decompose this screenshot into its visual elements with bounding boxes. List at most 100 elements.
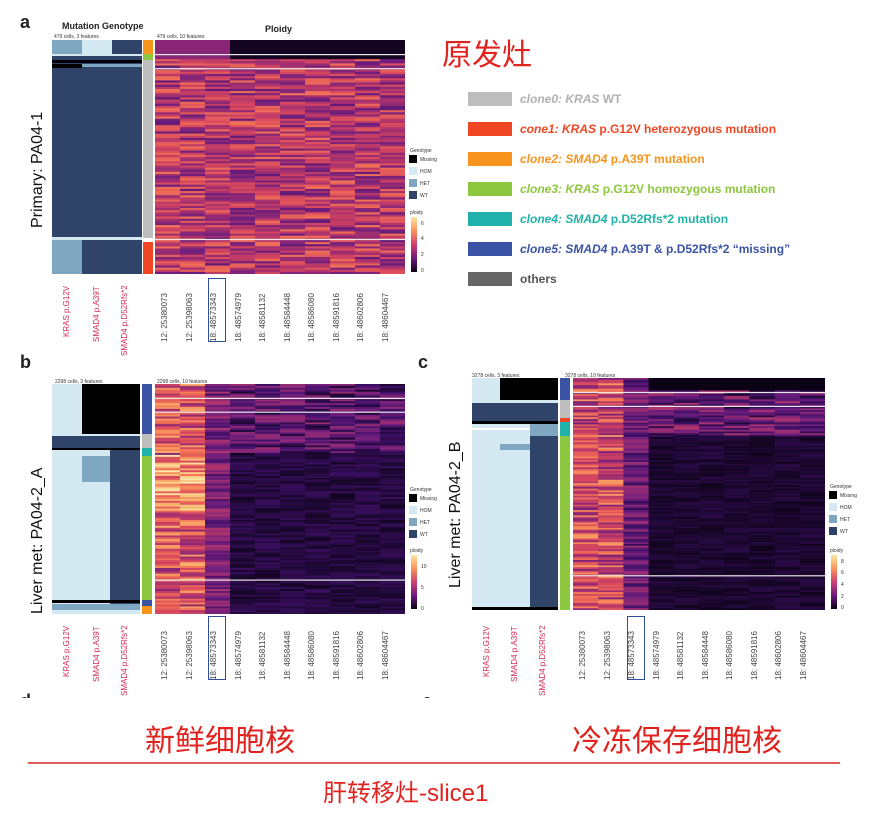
het-swatch [829,515,837,523]
clone-swatch [468,152,512,166]
genotype-note: 2298 cells, 3 features [55,379,103,385]
col-label-smad4-a39t: SMAD4 p.A39T [92,286,101,342]
highlight-box-b [208,616,226,680]
ploidy-colorbar [831,555,837,609]
col-label-smad4-a39t: SMAD4 p.A39T [92,626,101,682]
clone-swatch [468,272,512,286]
ploidy-colorbar [411,555,417,609]
genotype-title: Mutation Genotype [62,21,144,31]
ploidy-col-label: 18: 48591816 [749,631,759,680]
panel-letter-b: b [20,352,31,372]
scale-tick: 2 [421,252,424,258]
col-label-smad4-d52: SMAD4 p.D52Rfs*2 [538,625,547,696]
missing-label: Missing [420,157,437,163]
ploidy-col-label: 18: 48602806 [356,631,365,680]
hom-label: HOM [420,169,432,175]
wt-swatch [829,527,837,535]
clone-swatch [468,242,512,256]
ploidy-col-label: 18: 48602806 [774,631,783,680]
ploidy-col-label: 18: 48604467 [798,631,808,680]
scale-tick: 4 [421,236,424,242]
ploidy-title: Ploidy [265,24,293,34]
row-label-primary: Primary: PA04-1 [29,111,46,228]
clone-label: clone5: SMAD4 p.A39T & p.D52Rfs*2 “missi… [520,242,791,256]
scale-tick: 10 [421,564,427,570]
col-label-smad4-d52: SMAD4 p.D52Rfs*2 [120,285,129,356]
scale-tick: 8 [841,559,844,565]
panel-letter-d: d [20,688,31,698]
clone-legend-item: clone0: KRAS WT [468,92,621,106]
scale-tick: 6 [841,570,844,576]
genotype-heatmap-c [472,378,558,610]
clone-swatch [468,92,512,106]
het-swatch [409,179,417,187]
ploidy-note: 479 cells, 10 features [157,34,205,40]
ploidy-col-label: 12: 25398063 [184,293,194,342]
scale-tick: 2 [841,594,844,600]
ploidy-note: 2298 cells, 10 features [157,379,208,385]
ploidy-col-label: 18: 48574979 [233,293,243,342]
het-label: HET [840,517,850,523]
clone-label: others [520,272,557,286]
hom-swatch [829,503,837,511]
hom-swatch [409,167,417,175]
ploidy-col-label: 12: 25398063 [184,631,194,680]
missing-swatch [409,494,417,502]
ploidy-colorbar [411,217,417,272]
wt-label: WT [420,532,428,538]
missing-label: Missing [420,496,437,502]
clone-legend-item: clone5: SMAD4 p.A39T & p.D52Rfs*2 “missi… [468,242,790,256]
panel-letter-e: e [422,688,432,698]
clone-legend-item: clone2: SMAD4 p.A39T mutation [468,152,705,166]
clone-label: clone3: KRAS p.G12V homozygous mutation [520,182,776,196]
cover [0,699,877,831]
ploidy-col-label: 18: 48586080 [725,631,734,680]
wt-swatch [409,530,417,538]
genotype-legend-title: Genotype [410,487,432,493]
clone-label: clone0: KRAS WT [520,92,622,106]
clone-legend-item: others [468,272,557,286]
clone-legend-item: cone1: KRAS p.G12V heterozygous mutation [468,122,776,136]
ploidy-col-label: 18: 48574979 [651,631,661,680]
ploidy-col-label: 18: 48586080 [307,293,316,342]
fresh-nuclei-annotation: 新鲜细胞核 [145,725,295,758]
ploidy-col-label: 12: 25380073 [578,631,587,680]
panel-letter-a: a [20,12,31,32]
col-label-kras: KRAS p.G12V [482,625,491,677]
panel-letter-c: c [418,352,429,372]
ploidy-col-label: 12: 25398063 [602,631,612,680]
ploidy-heatmap-a [155,40,405,274]
hom-label: HOM [840,505,852,511]
scale-tick: 0 [421,606,424,612]
wt-label: WT [420,193,428,199]
clone-label: cone1: KRAS p.G12V heterozygous mutation [520,122,777,136]
genotype-legend-title: Genotype [830,484,852,490]
ploidy-col-label: 18: 48604467 [380,293,390,342]
row-label-met-a: Liver met: PA04-2_A [29,467,46,614]
het-swatch [409,518,417,526]
ploidy-col-label: 18: 48574979 [233,631,243,680]
wt-swatch [409,191,417,199]
genotype-legend-title: Genotype [410,148,432,154]
ploidy-heatmap-b [155,384,405,614]
col-label-smad4-d52: SMAD4 p.D52Rfs*2 [120,625,129,696]
footer-annotation: 肝转移灶-slice1 [323,780,489,807]
ploidy-col-label: 18: 48604467 [380,631,390,680]
clone-swatch [468,212,512,226]
ploidy-legend-title: ploidy [830,548,844,554]
wt-label: WT [840,529,848,535]
row-label-met-b: Liver met: PA04-2_B [447,441,464,588]
scale-tick: 6 [421,221,424,227]
ploidy-col-label: 18: 48584448 [282,293,292,342]
clone-label: clone4: SMAD4 p.D52Rfs*2 mutation [520,212,729,226]
ploidy-col-label: 18: 48591816 [331,293,341,342]
genotype-heatmap-a [52,40,142,274]
ploidy-heatmap-c [573,378,825,610]
ploidy-col-label: 18: 48581132 [258,293,267,342]
ploidy-col-label: 18: 48584448 [700,631,710,680]
ploidy-col-label: 18: 48586080 [307,631,316,680]
scale-tick: 5 [421,585,424,591]
het-label: HET [420,520,430,526]
ploidy-col-label: 18: 48581132 [676,631,685,680]
ploidy-col-label: 18: 48581132 [258,631,267,680]
